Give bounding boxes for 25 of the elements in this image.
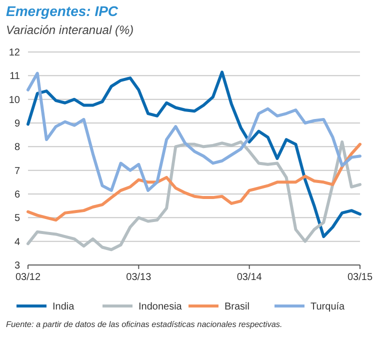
y-tick-label: 11	[10, 71, 20, 82]
y-tick-label: 10	[8, 94, 20, 106]
legend-label: Indonesia	[138, 302, 182, 312]
y-tick-label: 3	[14, 260, 20, 272]
legend-label: Brasil	[224, 302, 250, 312]
y-tick-label: 8	[14, 142, 20, 154]
chart-subtitle: Variación interanual (%)	[6, 23, 134, 37]
legend-label: Turquía	[310, 302, 346, 312]
line-series	[26, 142, 362, 222]
y-tick-label: 9	[14, 118, 20, 130]
line-series	[26, 140, 362, 252]
source-note: Fuente: a partir de datos de las oficinas estadísticas nacionales respectivas.	[6, 320, 282, 329]
y-tick-label: 6	[14, 190, 20, 200]
y-tick-label: 5	[14, 213, 20, 224]
chart-title: Emergentes: IPC	[6, 3, 119, 19]
y-tick-label: 7	[14, 166, 20, 177]
line-series	[26, 72, 362, 192]
x-tick-label: 03/15	[347, 272, 373, 283]
x-tick-label: 03/13	[126, 272, 152, 283]
x-tick-label: 03/14	[236, 272, 262, 283]
line-series	[26, 70, 362, 238]
x-tick-label: 03/12	[15, 272, 41, 283]
y-tick-label: 12	[8, 48, 20, 58]
legend-label: India	[52, 302, 75, 312]
y-tick-label: 4	[14, 236, 20, 248]
